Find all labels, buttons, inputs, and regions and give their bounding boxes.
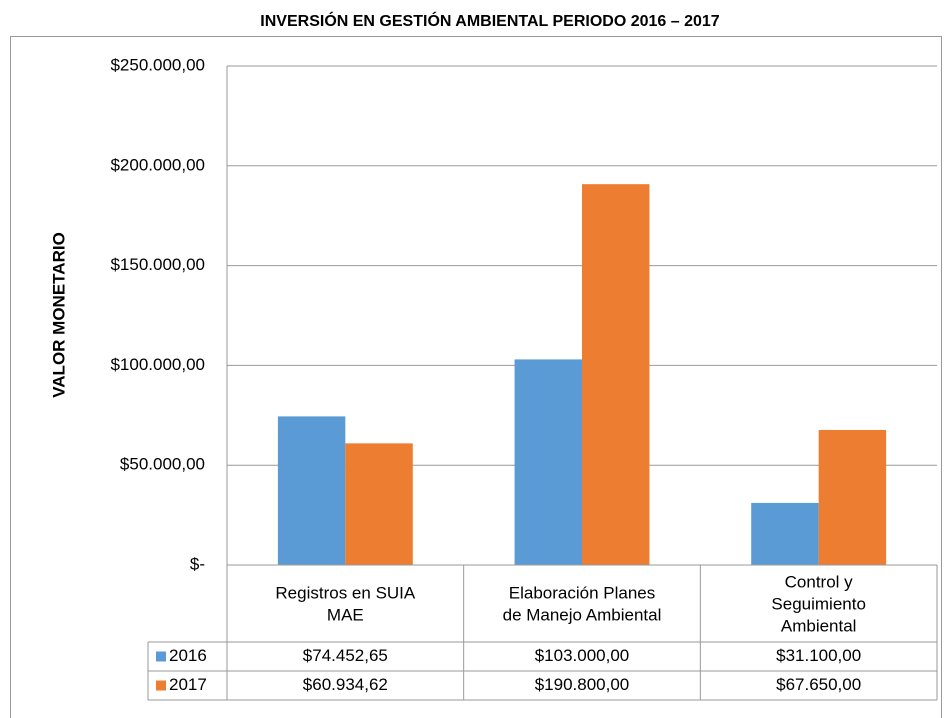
bar [818, 429, 887, 565]
y-tick-label: $150.000,00 [110, 255, 205, 274]
table-value: $74.452,65 [303, 646, 388, 665]
bar [582, 184, 650, 565]
legend-label: 2017 [169, 675, 207, 694]
legend-swatch [156, 680, 166, 691]
y-tick-label: $250.000,00 [110, 55, 205, 74]
bar [345, 443, 413, 565]
y-axis-label: VALOR MONETARIO [49, 232, 68, 398]
chart-title: INVERSIÓN EN GESTIÓN AMBIENTAL PERIODO 2… [260, 11, 719, 30]
x-tick-label: Registros en SUIA MAE [275, 584, 415, 625]
chart-border [10, 36, 942, 718]
legend-swatch [156, 651, 166, 662]
legend-label: 2016 [169, 646, 207, 665]
table-value: $31.100,00 [776, 646, 861, 665]
bar [277, 416, 346, 565]
bar [751, 502, 819, 565]
table-value: $103.000,00 [535, 646, 630, 665]
bar [514, 359, 582, 565]
y-tick-label: $- [190, 554, 205, 573]
table-value: $190.800,00 [535, 675, 630, 694]
table-value: $60.934,62 [303, 675, 388, 694]
x-tick-label: Elaboración Planes de Manejo Ambiental [503, 584, 662, 625]
y-tick-label: $50.000,00 [120, 455, 205, 474]
y-tick-label: $200.000,00 [110, 155, 205, 174]
y-tick-label: $100.000,00 [110, 355, 205, 374]
table-value: $67.650,00 [776, 675, 861, 694]
x-tick-label: Control y Seguimiento Ambiental [771, 573, 866, 636]
